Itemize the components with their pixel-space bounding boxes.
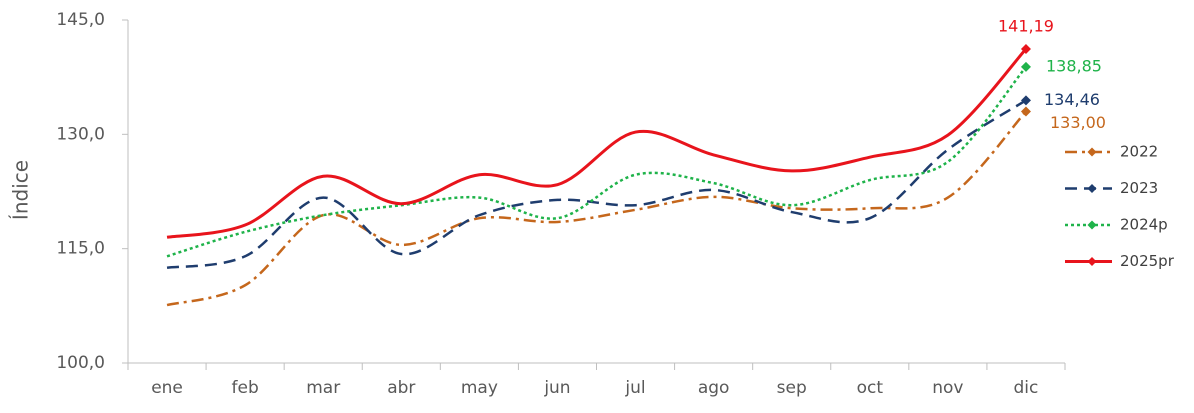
point-marker xyxy=(1020,95,1031,106)
data-label: 138,85 xyxy=(1046,56,1102,75)
legend-label: 2022 xyxy=(1120,143,1158,161)
legend-marker xyxy=(1087,147,1097,157)
data-label: 141,19 xyxy=(998,17,1054,36)
x-tick-label: jul xyxy=(624,378,645,398)
point-marker xyxy=(1020,106,1031,117)
y-axis-label: Índice xyxy=(9,160,33,220)
series-line xyxy=(166,48,1028,239)
x-tick-label: may xyxy=(461,378,498,398)
legend-label: 2023 xyxy=(1120,179,1158,197)
y-tick-label: 100,0 xyxy=(56,353,105,373)
legend-label: 2024p xyxy=(1120,216,1168,234)
series-line xyxy=(166,110,1027,307)
data-label: 133,00 xyxy=(1050,113,1106,132)
x-tick-label: oct xyxy=(857,378,884,398)
x-tick-label: dic xyxy=(1014,378,1039,398)
x-tick-label: nov xyxy=(932,378,963,398)
x-tick-label: feb xyxy=(232,378,259,398)
legend-marker xyxy=(1087,184,1097,193)
legend-marker xyxy=(1087,220,1097,230)
y-tick-label: 145,0 xyxy=(56,10,105,30)
point-marker xyxy=(1020,44,1031,55)
legend-marker xyxy=(1087,257,1097,266)
x-tick-label: ene xyxy=(151,378,183,398)
y-tick-label: 130,0 xyxy=(56,124,105,144)
x-tick-label: ago xyxy=(698,378,730,398)
y-tick-label: 115,0 xyxy=(56,239,105,259)
series-line xyxy=(166,66,1027,258)
legend-label: 2025pr xyxy=(1120,252,1175,270)
point-marker xyxy=(1020,61,1031,72)
x-tick-label: abr xyxy=(387,378,415,398)
data-label: 134,46 xyxy=(1044,90,1100,109)
x-tick-label: mar xyxy=(306,378,340,398)
x-tick-label: jun xyxy=(543,378,570,398)
series-line xyxy=(166,99,1027,269)
x-tick-label: sep xyxy=(777,378,807,398)
